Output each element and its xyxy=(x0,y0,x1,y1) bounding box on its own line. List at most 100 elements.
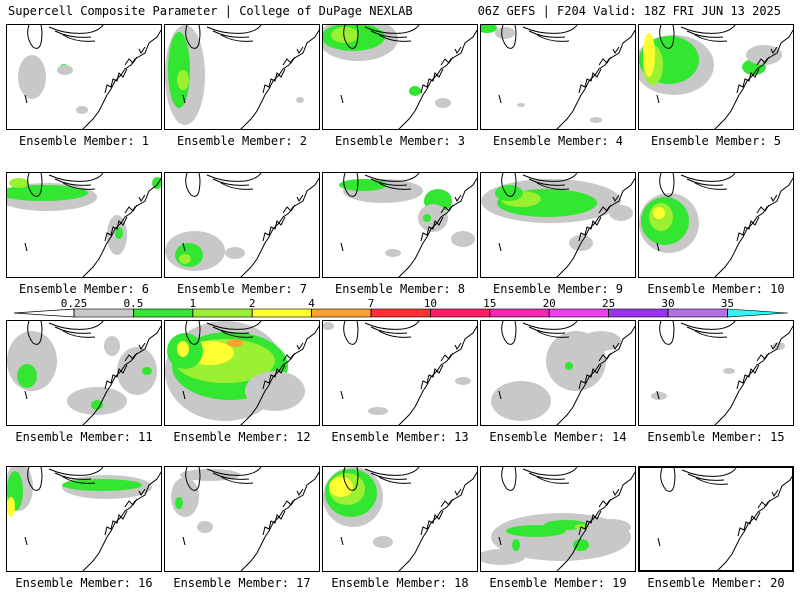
colorbar-segment xyxy=(370,308,431,318)
coastline xyxy=(736,364,760,390)
lake-outline xyxy=(680,173,736,182)
coastline xyxy=(104,68,128,94)
coastline xyxy=(240,29,319,129)
lake-outline xyxy=(528,30,566,38)
lake-outline xyxy=(182,390,186,400)
scp-shading-area xyxy=(227,339,243,347)
lake-outline xyxy=(364,25,420,34)
coastline xyxy=(296,342,304,350)
map-field-member-17 xyxy=(171,467,319,571)
scp-shading-area xyxy=(512,539,520,551)
coastline xyxy=(612,342,620,350)
lake-outline xyxy=(522,25,578,34)
scp-shading-area xyxy=(323,322,334,330)
map-panel-member-14 xyxy=(480,320,636,426)
lake-outline xyxy=(378,34,412,42)
lake-outline xyxy=(680,321,736,330)
scp-shading-area xyxy=(653,207,665,219)
map-field-member-16 xyxy=(7,467,161,571)
coastline xyxy=(714,325,793,425)
member-label: Ensemble Member: 3 xyxy=(334,134,466,148)
coastline xyxy=(736,216,760,242)
color-scale-bar: 0.25 0.5 1 2 4 7 10 15 20 25 30 35 xyxy=(14,298,788,318)
scp-shading-area xyxy=(180,469,240,481)
lake-outline xyxy=(27,467,43,491)
member-label: Ensemble Member: 19 xyxy=(489,576,627,590)
coastline xyxy=(440,56,454,66)
map-field-member-4 xyxy=(481,25,635,129)
lake-outline xyxy=(501,25,517,49)
coastline xyxy=(262,510,286,536)
map-panel-member-9 xyxy=(480,172,636,278)
member-label: Ensemble Member: 20 xyxy=(647,576,785,590)
map-panel-member-13 xyxy=(322,320,478,426)
lake-outline xyxy=(364,467,420,476)
colorbar-tick-label: 10 xyxy=(424,298,437,310)
lake-outline xyxy=(185,173,201,197)
scp-shading-area xyxy=(573,539,589,551)
colorbar-tick-label: 4 xyxy=(308,298,315,310)
scp-shading-area xyxy=(435,98,451,108)
lake-outline xyxy=(340,94,344,104)
coastline xyxy=(556,29,635,129)
lake-outline xyxy=(686,30,724,38)
member-label: Ensemble Member: 11 xyxy=(15,430,153,444)
scp-shading-area xyxy=(609,205,633,221)
map-panel-member-20 xyxy=(638,466,794,572)
map-field-member-13 xyxy=(323,321,477,425)
colorbar-tick-label: 15 xyxy=(483,298,496,310)
scp-shading-area xyxy=(495,27,515,39)
lake-outline xyxy=(522,321,578,330)
coastline xyxy=(104,364,128,390)
lake-outline xyxy=(498,242,502,252)
map-panel-member-8 xyxy=(322,172,478,278)
lake-outline xyxy=(695,477,729,485)
coastline xyxy=(124,498,138,508)
lake-outline xyxy=(343,321,359,345)
scp-shading-area xyxy=(455,377,471,385)
scp-shading-area xyxy=(7,497,15,517)
member-label: Ensemble Member: 15 xyxy=(647,430,785,444)
lake-outline xyxy=(206,173,262,182)
lake-outline xyxy=(220,182,254,190)
colorbar-segment xyxy=(548,308,609,318)
coastline xyxy=(756,204,770,214)
coastline xyxy=(420,216,444,242)
scp-shading-area xyxy=(385,249,401,257)
lake-outline xyxy=(182,242,186,252)
coastline xyxy=(737,511,761,537)
lake-outline xyxy=(182,536,186,546)
map-field-member-14 xyxy=(491,321,635,425)
coastline xyxy=(296,488,304,496)
coastline xyxy=(770,194,778,202)
coastline xyxy=(104,510,128,536)
coastline xyxy=(598,204,612,214)
coastline xyxy=(420,510,444,536)
member-label: Ensemble Member: 7 xyxy=(176,282,308,296)
map-field-member-1 xyxy=(18,25,161,129)
lake-outline xyxy=(536,476,570,484)
lake-outline xyxy=(522,467,578,476)
scp-shading-area xyxy=(296,97,304,103)
coastline xyxy=(398,29,477,129)
member-label: Ensemble Member: 12 xyxy=(173,430,311,444)
member-label: Ensemble Member: 8 xyxy=(334,282,466,296)
map-panel-member-2 xyxy=(164,24,320,130)
map-panel-member-7 xyxy=(164,172,320,278)
map-panel-member-10 xyxy=(638,172,794,278)
colorbar-segment xyxy=(430,308,491,318)
map-field-member-7 xyxy=(165,173,319,277)
scp-shading-area xyxy=(175,243,203,267)
lake-outline xyxy=(528,326,566,334)
colorbar-segment xyxy=(311,308,372,318)
scp-shading-area xyxy=(57,65,73,75)
lake-outline xyxy=(48,467,104,476)
map-panel-member-15 xyxy=(638,320,794,426)
chart-title: Supercell Composite Parameter | College … xyxy=(8,4,413,18)
lake-outline xyxy=(212,178,250,186)
lake-outline xyxy=(659,25,675,49)
coastline xyxy=(138,342,146,350)
lake-outline xyxy=(48,25,104,34)
coastline xyxy=(420,364,444,390)
coastline xyxy=(771,489,779,497)
